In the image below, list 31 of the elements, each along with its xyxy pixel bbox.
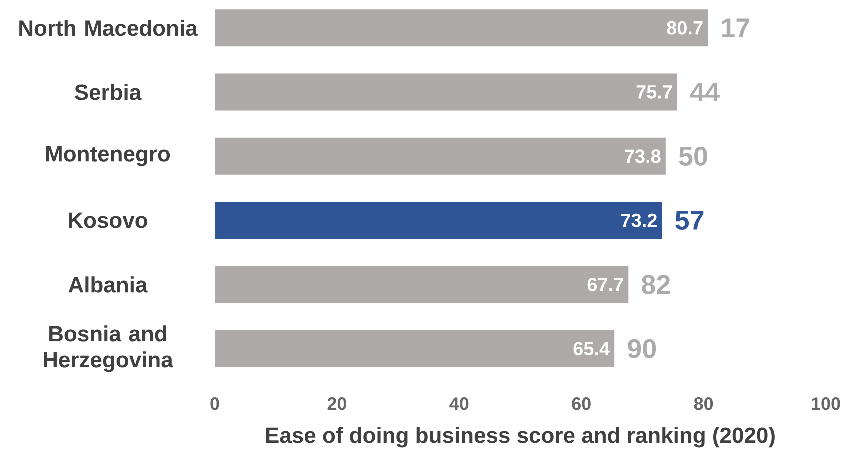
- y-tick-label: Montenegro: [46, 146, 170, 166]
- x-tick-label: 0: [210, 398, 220, 410]
- data-label: 65.4: [574, 342, 610, 356]
- annotation: 90: [628, 339, 656, 358]
- annotation: 44: [690, 82, 720, 102]
- x-tick-label: 40: [450, 398, 469, 410]
- x-tick-label: 60: [572, 398, 591, 410]
- bar: [215, 10, 708, 47]
- x-axis-title: Ease of doing business score and ranking (2020): [266, 427, 775, 448]
- data-label: 73.2: [622, 214, 657, 228]
- bar: [215, 74, 678, 111]
- annotation: 57: [676, 211, 704, 230]
- bar: [215, 266, 629, 304]
- annotation: 50: [679, 146, 708, 166]
- data-label: 75.7: [636, 86, 672, 99]
- data-label: 80.7: [667, 21, 703, 35]
- annotation: 17: [722, 18, 750, 38]
- data-label: 73.8: [625, 150, 661, 164]
- x-tick-label: 100: [812, 398, 840, 410]
- bar: [215, 330, 615, 368]
- y-tick-label: Kosovo: [69, 212, 148, 228]
- bar: [215, 202, 662, 240]
- y-tick-label: North Macedonia: [20, 20, 198, 36]
- y-tick-label: Albania: [68, 276, 148, 293]
- x-tick-label: 80: [694, 398, 714, 410]
- bar: [215, 138, 666, 175]
- data-label: 67.7: [588, 278, 624, 292]
- x-tick-label: 20: [328, 398, 346, 410]
- y-tick-label: Bosnia and Herzegovina: [44, 326, 174, 372]
- y-tick-label: Serbia: [74, 84, 142, 100]
- annotation: 82: [642, 275, 670, 294]
